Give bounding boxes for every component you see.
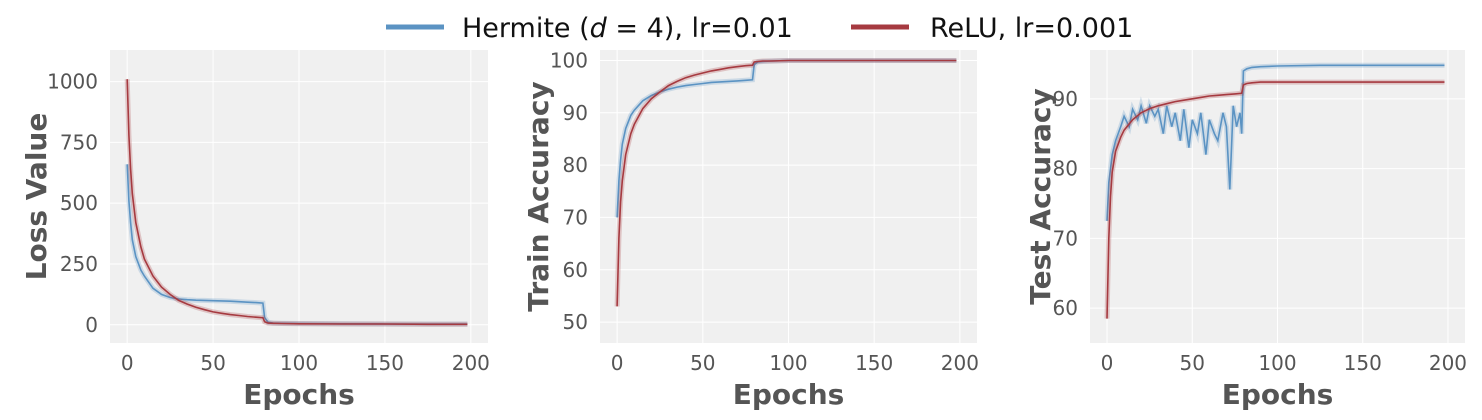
- y-axis-label: Loss Value: [20, 113, 53, 281]
- y-axis-label: Train Accuracy: [522, 81, 555, 311]
- series-line-relu: [616, 59, 957, 307]
- series-line-relu: [126, 79, 468, 326]
- x-tick-label: 150: [855, 351, 893, 375]
- x-tick-label: 0: [1101, 351, 1114, 375]
- x-tick-label: 200: [452, 351, 490, 375]
- y-tick-label: 60: [563, 258, 588, 282]
- y-tick-label: 80: [563, 153, 588, 177]
- legend-label-relu: ReLU, lr=0.001: [930, 13, 1133, 44]
- legend-label-hermite: Hermite (d = 4), lr=0.01: [462, 13, 793, 44]
- y-tick-label: 1000: [47, 70, 98, 94]
- x-axis-label: Epochs: [1222, 378, 1334, 411]
- y-tick-label: 500: [60, 191, 98, 215]
- series-line-hermite: [1106, 64, 1445, 221]
- x-tick-label: 0: [611, 351, 624, 375]
- y-tick-label: 50: [563, 310, 588, 334]
- y-tick-label: 70: [1053, 226, 1078, 250]
- y-tick-label: 80: [1053, 157, 1078, 181]
- x-tick-label: 200: [941, 351, 979, 375]
- y-tick-label: 60: [1053, 296, 1078, 320]
- x-tick-label: 100: [280, 351, 318, 375]
- x-tick-label: 100: [769, 351, 807, 375]
- x-tick-label: 50: [200, 351, 225, 375]
- x-tick-label: 0: [121, 351, 134, 375]
- y-tick-label: 70: [563, 205, 588, 229]
- x-tick-label: 50: [690, 351, 715, 375]
- chart-panel-1: 0 50 100 150 200 0 250 500 750 1000 Epochs Loss Val…: [20, 50, 490, 411]
- y-tick-label: 750: [60, 130, 98, 154]
- y-axis-label: Test Accuracy: [1024, 88, 1057, 305]
- x-tick-label: 150: [366, 351, 404, 375]
- y-tick-label: 90: [1053, 87, 1078, 111]
- x-tick-label: 100: [1258, 351, 1296, 375]
- y-tick-label: 0: [85, 313, 98, 337]
- legend: Hermite (d = 4), lr=0.01 ReLU, lr=0.001: [386, 13, 1133, 44]
- y-tick-label: 100: [550, 48, 588, 72]
- x-axis-label: Epochs: [243, 378, 355, 411]
- chart-panel-3: 0 50 100 150 200 60 70 80 90 Epochs Test Accuracy: [1024, 50, 1467, 411]
- x-axis-label: Epochs: [733, 378, 845, 411]
- y-tick-label: 90: [563, 101, 588, 125]
- x-tick-label: 150: [1344, 351, 1382, 375]
- y-tick-label: 250: [60, 252, 98, 276]
- x-tick-label: 50: [1180, 351, 1205, 375]
- x-tick-label: 200: [1429, 351, 1467, 375]
- chart-panel-2: 0 50 100 150 200 50 60 70 80 90 100 Epochs Train Acc…: [522, 48, 979, 411]
- series-line-relu: [1106, 81, 1445, 319]
